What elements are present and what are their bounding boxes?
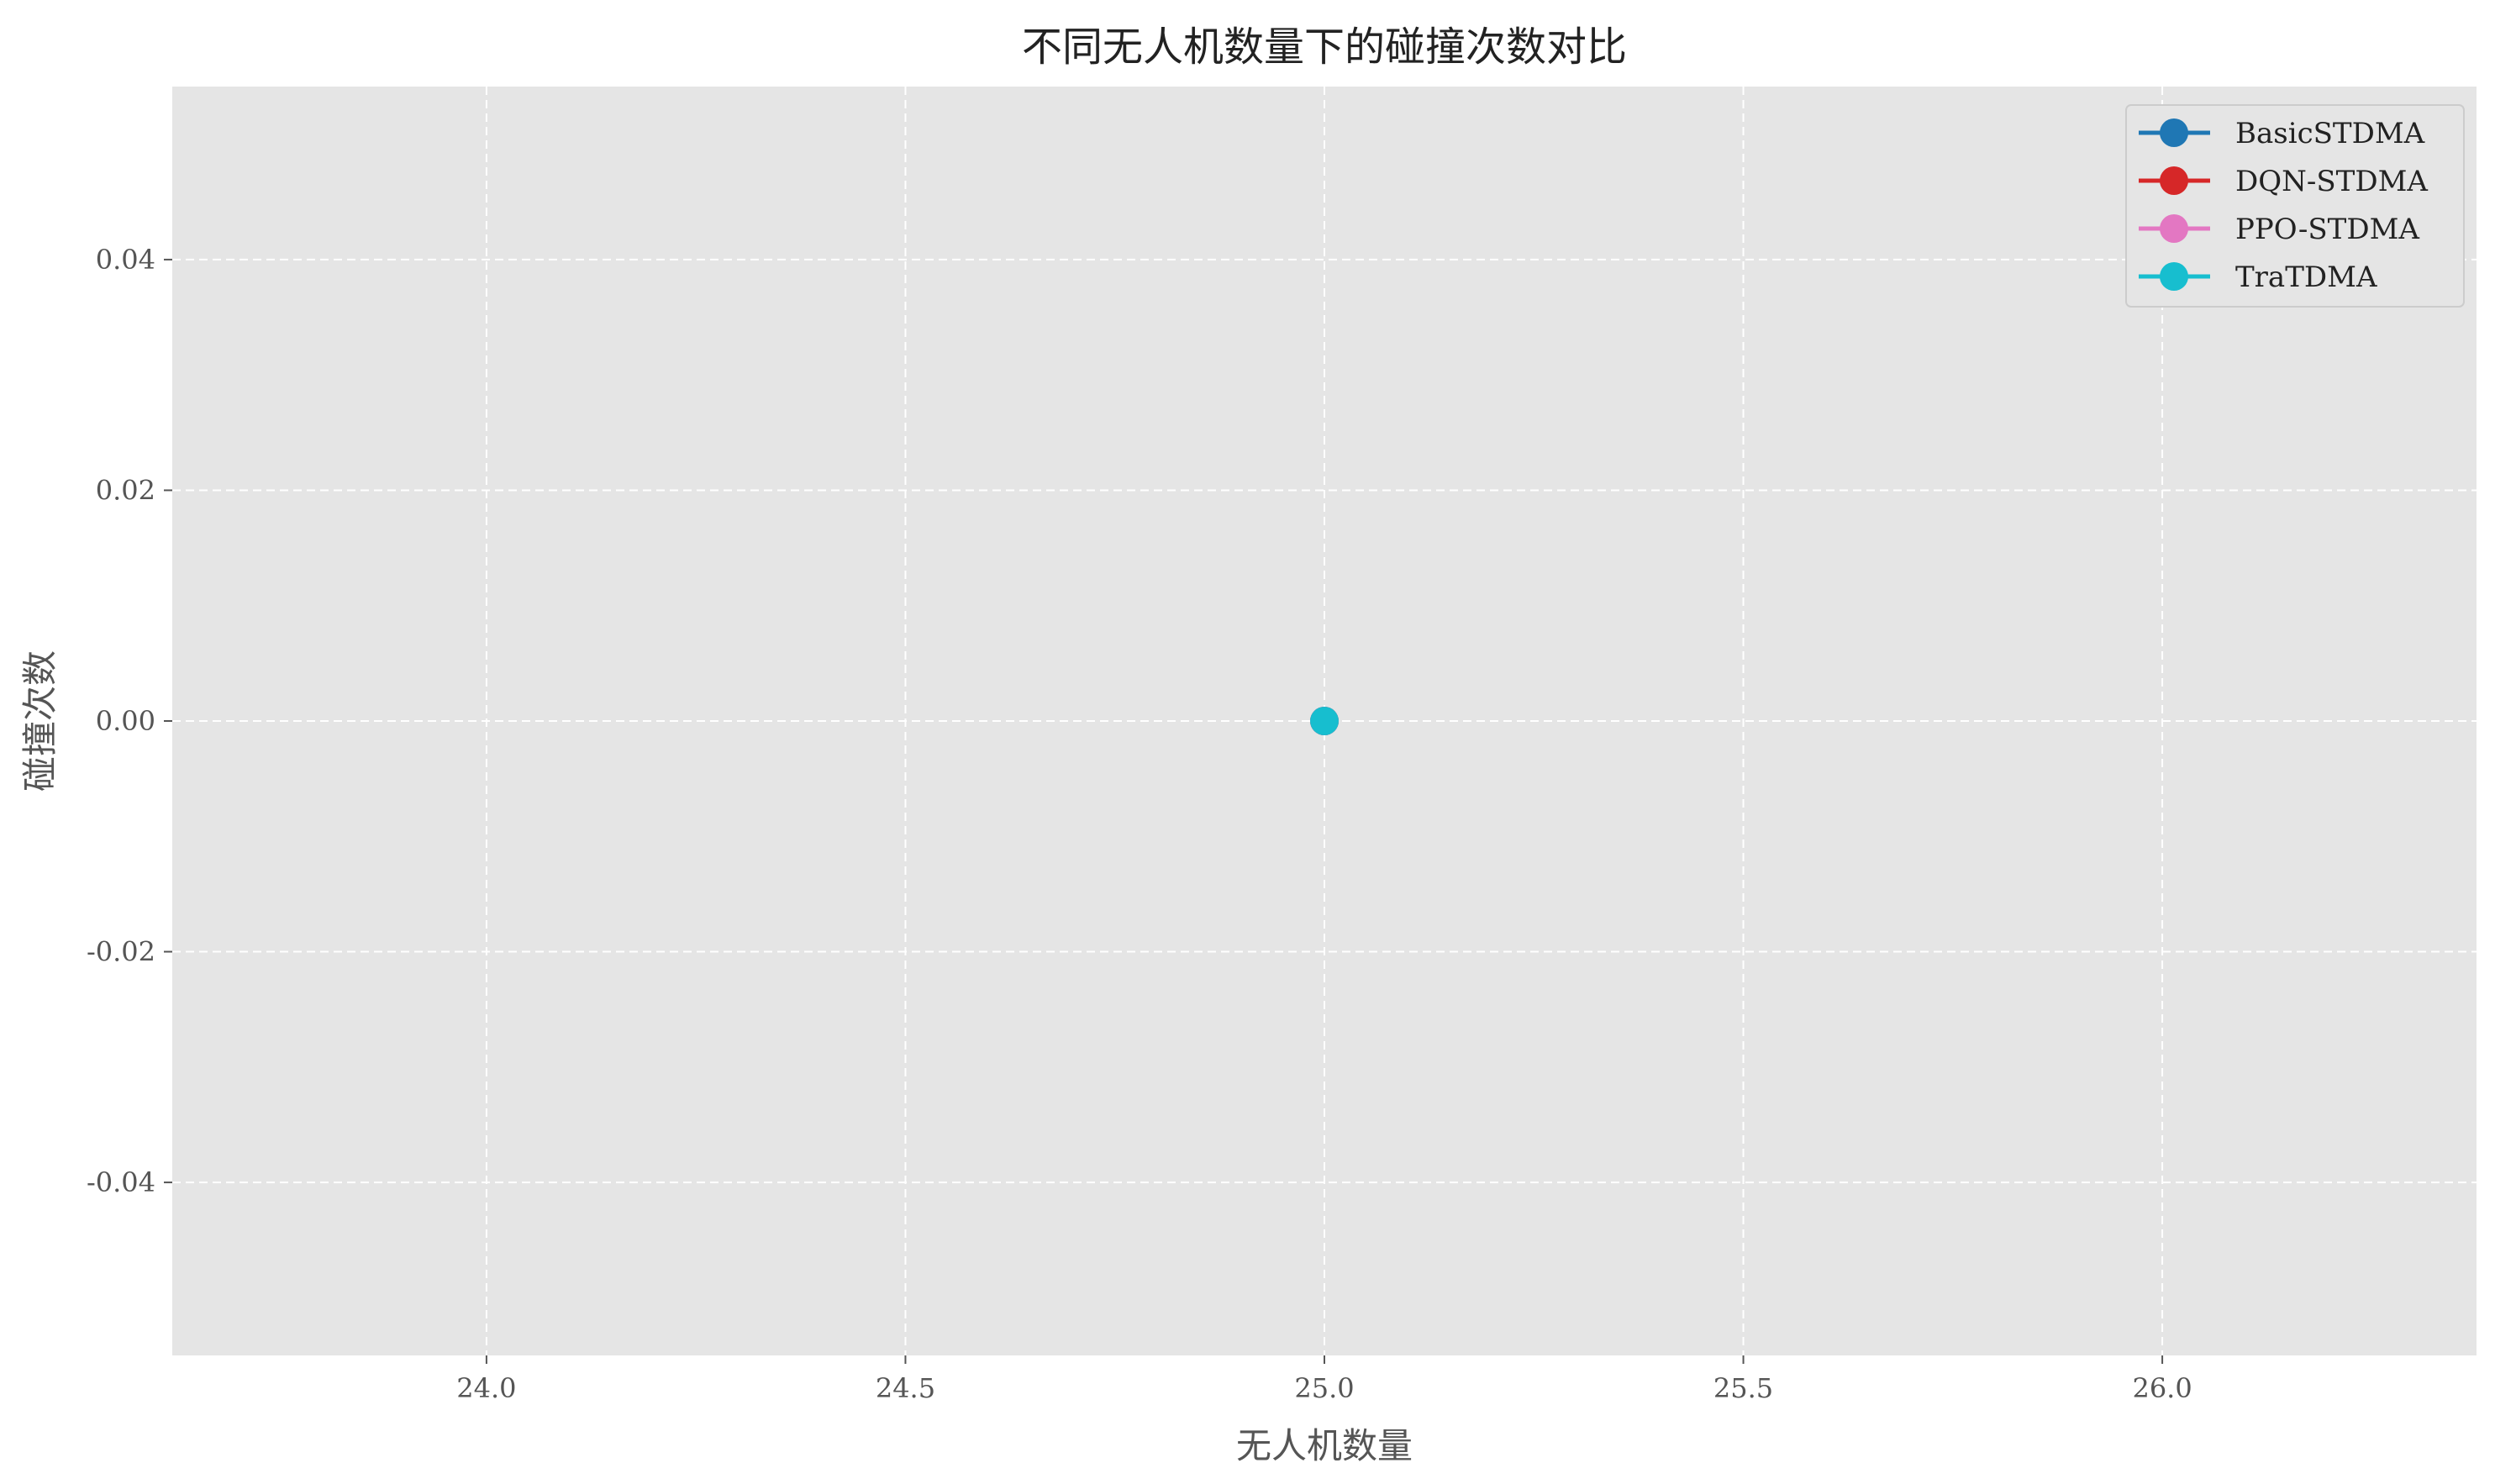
legend-box (2125, 104, 2465, 308)
y-tick-label: -0.04 (87, 1166, 155, 1198)
series-layer (1310, 707, 1339, 735)
legend-marker (2160, 166, 2188, 195)
legend: BasicSTDMA DQN-STDMA PPO-STDMA TraTDMA (2125, 104, 2465, 308)
y-tick-label: 0.00 (96, 705, 155, 737)
legend-item: PPO-STDMA (2139, 213, 2419, 246)
legend-item: DQN-STDMA (2139, 165, 2428, 198)
y-axis-ticks: 0.04 0.02 0.00 -0.02 -0.04 (87, 244, 172, 1198)
x-tick-label: 25.0 (1294, 1372, 1354, 1404)
x-tick-label: 24.5 (876, 1372, 935, 1404)
x-tick-label: 24.0 (456, 1372, 516, 1404)
chart-title: 不同无人机数量下的碰撞次数对比 (1022, 24, 1627, 71)
legend-item: BasicSTDMA (2139, 117, 2425, 150)
legend-marker (2160, 118, 2188, 147)
x-axis-label: 无人机数量 (1236, 1425, 1413, 1466)
y-tick-label: 0.02 (96, 474, 155, 506)
series-tratdma (1310, 707, 1339, 735)
legend-marker (2160, 214, 2188, 243)
x-tick-label: 25.5 (1713, 1372, 1773, 1404)
legend-label: DQN-STDMA (2235, 165, 2428, 198)
legend-label: PPO-STDMA (2235, 213, 2419, 246)
data-point (1310, 707, 1339, 735)
y-tick-label: 0.04 (96, 244, 155, 276)
legend-item: TraTDMA (2139, 260, 2377, 294)
x-axis-ticks: 24.0 24.5 25.0 25.5 26.0 (456, 1355, 2192, 1404)
x-tick-label: 26.0 (2132, 1372, 2192, 1404)
legend-label: BasicSTDMA (2235, 117, 2425, 150)
y-tick-label: -0.02 (87, 936, 155, 968)
legend-label: TraTDMA (2235, 260, 2377, 294)
legend-marker (2160, 262, 2188, 291)
y-axis-label: 碰撞次数 (19, 650, 61, 792)
